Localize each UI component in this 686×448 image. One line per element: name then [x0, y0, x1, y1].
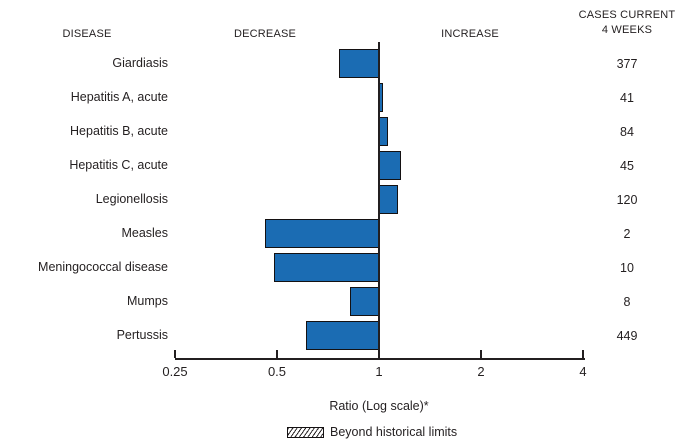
x-axis-tick [582, 350, 584, 358]
ratio-bar [338, 49, 379, 78]
ratio-bar [306, 321, 379, 350]
disease-label: Giardiasis [112, 55, 168, 70]
x-axis-tick-label: 4 [579, 364, 587, 379]
ratio-bar [274, 253, 379, 282]
legend-hatched-swatch [287, 427, 324, 438]
case-count: 45 [620, 158, 634, 173]
column-header-disease: DISEASE [62, 28, 112, 40]
x-axis-label: Ratio (Log scale)* [329, 399, 429, 413]
disease-label: Pertussis [116, 327, 168, 342]
x-axis-tick [480, 350, 482, 358]
case-count: 120 [616, 192, 638, 207]
column-header-cases-line2: 4 WEEKS [601, 24, 653, 36]
column-header-increase: INCREASE [441, 28, 499, 40]
ratio-bar [349, 287, 379, 316]
x-axis-tick-label: 0.25 [162, 364, 188, 379]
case-count: 2 [623, 226, 631, 241]
x-axis-line [175, 358, 585, 360]
disease-label: Measles [121, 225, 168, 240]
case-count: 84 [620, 124, 634, 139]
x-axis-tick [276, 350, 278, 358]
case-count: 41 [620, 90, 634, 105]
ratio-bar [379, 151, 401, 180]
disease-label: Hepatitis A, acute [70, 89, 168, 104]
disease-label: Mumps [127, 293, 168, 308]
disease-label: Meningococcal disease [38, 259, 168, 274]
case-count: 449 [616, 328, 638, 343]
column-header-decrease: DECREASE [233, 28, 297, 40]
ratio-bar [379, 185, 399, 214]
x-axis-tick [378, 350, 380, 358]
x-axis-tick [174, 350, 176, 358]
legend-label: Beyond historical limits [330, 425, 458, 439]
disease-label: Hepatitis C, acute [69, 157, 168, 172]
case-count: 10 [620, 260, 634, 275]
x-axis-tick-label: 0.5 [267, 364, 287, 379]
baseline-ratio-1-line [378, 42, 380, 359]
ratio-bar [264, 219, 379, 248]
column-header-cases: CASES CURRENT 4 WEEKS [567, 8, 686, 38]
case-count: 377 [616, 56, 638, 71]
column-header-cases-line1: CASES CURRENT [578, 9, 676, 21]
disease-label: Legionellosis [95, 191, 168, 206]
x-axis-tick-label: 2 [477, 364, 485, 379]
x-axis-tick-label: 1 [375, 364, 383, 379]
disease-label: Hepatitis B, acute [70, 123, 168, 138]
case-count: 8 [623, 294, 631, 309]
ratio-bar [379, 117, 388, 146]
